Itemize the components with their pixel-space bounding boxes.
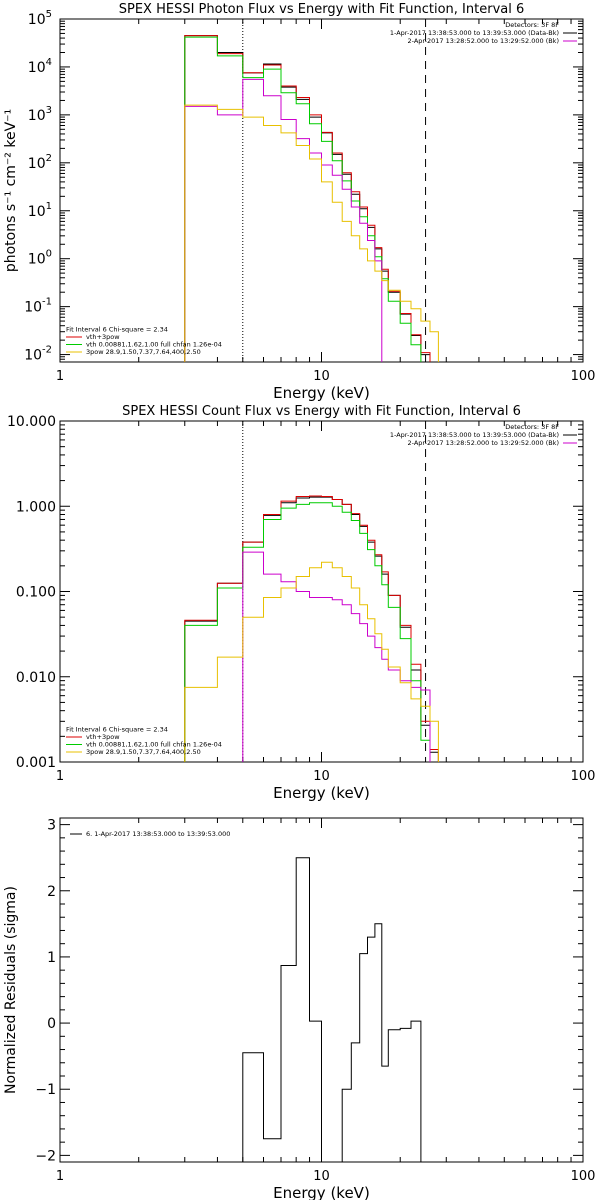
plot-frame [59, 18, 584, 363]
y-tick-exponent: 2 [46, 153, 52, 164]
y-tick-exponent: 3 [46, 105, 52, 116]
y-tick-label: 104 [28, 57, 52, 76]
y-tick-base: 10 [28, 204, 46, 220]
series-line [184, 502, 431, 762]
legend-entry: vth+3pow [86, 733, 120, 741]
legend-entry: 1-Apr-2017 13:38:53.000 to 13:39:53.000 … [390, 431, 559, 439]
y-tick-exponent: 4 [46, 57, 52, 68]
legend-entry: 6. 1-Apr-2017 13:38:53.000 to 13:39:53.0… [86, 830, 230, 838]
y-tick-label: 0.001 [16, 755, 56, 771]
y-tick-base: 10 [28, 252, 46, 268]
y-tick-label: 3 [47, 818, 56, 834]
y-tick-exponent: 1 [46, 201, 52, 212]
y-tick-label: 0 [47, 1016, 56, 1032]
legend-entry: Detectors: 3F 8F [505, 423, 559, 431]
y-tick-label: 10.000 [7, 414, 56, 430]
series-5 [184, 561, 439, 762]
legend-entry: 3pow 28.9,1.50,7.37,7.64,400,2.50 [86, 348, 201, 356]
series-line [242, 551, 431, 762]
y-tick-base: 10 [24, 348, 42, 364]
chart-2: 1 10 100 0.001 0.010 0.100 1.000 10.000 SPEX HES… [7, 404, 595, 802]
series-4 [242, 551, 431, 762]
x-tick-label: 100 [571, 1169, 596, 1184]
x-tick-label: 1 [56, 769, 64, 784]
y-tick-label: 100 [28, 249, 52, 268]
x-tick-label: 1 [56, 369, 64, 384]
y-tick-label: 105 [28, 9, 52, 28]
legend-entry: vth+3pow [86, 333, 120, 341]
legend-entry: Fit Interval 6 Chi-square = 2.34 [66, 326, 168, 334]
x-axis-label: Energy (keV) [273, 384, 370, 402]
y-tick-exponent: -1 [42, 297, 52, 308]
series-line [242, 857, 422, 1163]
series-3 [184, 36, 422, 362]
y-tick-base: 10 [28, 108, 46, 124]
y-tick-label: 101 [28, 201, 52, 220]
y-tick-label: 0.010 [16, 670, 56, 686]
y-tick-base: 10 [28, 12, 46, 28]
y-axis-label: photons s⁻¹ cm⁻² keV⁻¹ [3, 109, 19, 272]
y-tick-exponent: 0 [46, 249, 52, 260]
series-1 [184, 35, 431, 362]
y-tick-exponent: -2 [42, 345, 52, 356]
legend-entry: Fit Interval 6 Chi-square = 2.34 [66, 726, 168, 734]
series-2 [184, 35, 431, 362]
x-tick-label: 10 [313, 1169, 330, 1184]
legend-entry: 2-Apr-2017 13:28:52.000 to 13:29:52.000 … [408, 37, 559, 45]
x-tick-label: 100 [571, 769, 596, 784]
x-axis-label: Energy (keV) [273, 784, 370, 802]
y-axis-label: Normalized Residuals (sigma) [3, 886, 19, 1094]
y-tick-label: 103 [28, 105, 52, 124]
y-tick-base: 10 [28, 156, 46, 172]
x-tick-label: 100 [571, 369, 596, 384]
chart-3: 1 10 100 −2 −1 0 1 2 3 Energy (keV) Normalized Res… [3, 817, 596, 1200]
x-axis-label: Energy (keV) [273, 1184, 370, 1200]
y-tick-label: 10-2 [24, 345, 52, 364]
chart-title: SPEX HESSI Photon Flux vs Energy with Fi… [119, 2, 525, 17]
series-line [184, 104, 439, 362]
y-tick-base: 10 [28, 60, 46, 76]
y-tick-label: −2 [35, 1148, 56, 1164]
y-tick-label: 0.100 [16, 585, 56, 601]
legend-entry: Detectors: 3F 8F [505, 21, 559, 29]
y-tick-label: 2 [47, 884, 56, 900]
series-3 [184, 502, 431, 762]
y-tick-label: 1 [47, 950, 56, 966]
series-1 [242, 857, 422, 1163]
y-tick-label: −1 [35, 1082, 56, 1098]
series-5 [184, 104, 439, 362]
series-line [184, 35, 431, 362]
y-tick-label: 1.000 [16, 499, 56, 515]
legend-entry: vth 0.00881,1.62,1.00 full chfan 1.26e-0… [86, 741, 222, 749]
legend-entry: 3pow 28.9,1.50,7.37,7.64,400,2.50 [86, 748, 201, 756]
series-line [184, 561, 439, 762]
legend-entry: 1-Apr-2017 13:38:53.000 to 13:39:53.000 … [390, 29, 559, 37]
y-tick-base: 10 [24, 300, 42, 316]
x-tick-label: 1 [56, 1169, 64, 1184]
y-tick-label: 10-1 [24, 297, 52, 316]
x-tick-label: 10 [313, 369, 330, 384]
x-tick-label: 10 [313, 769, 330, 784]
y-tick-exponent: 5 [46, 9, 52, 20]
plot-frame [59, 420, 584, 763]
legend-entry: vth 0.00881,1.62,1.00 full chfan 1.26e-0… [86, 341, 222, 349]
series-line [184, 36, 422, 362]
series-line [184, 78, 383, 362]
y-tick-label: 102 [28, 153, 52, 172]
series-line [184, 35, 431, 362]
legend-entry: 2-Apr-2017 13:28:52.000 to 13:29:52.000 … [408, 439, 559, 447]
series-4 [184, 78, 383, 362]
chart-title: SPEX HESSI Count Flux vs Energy with Fit… [122, 404, 521, 419]
